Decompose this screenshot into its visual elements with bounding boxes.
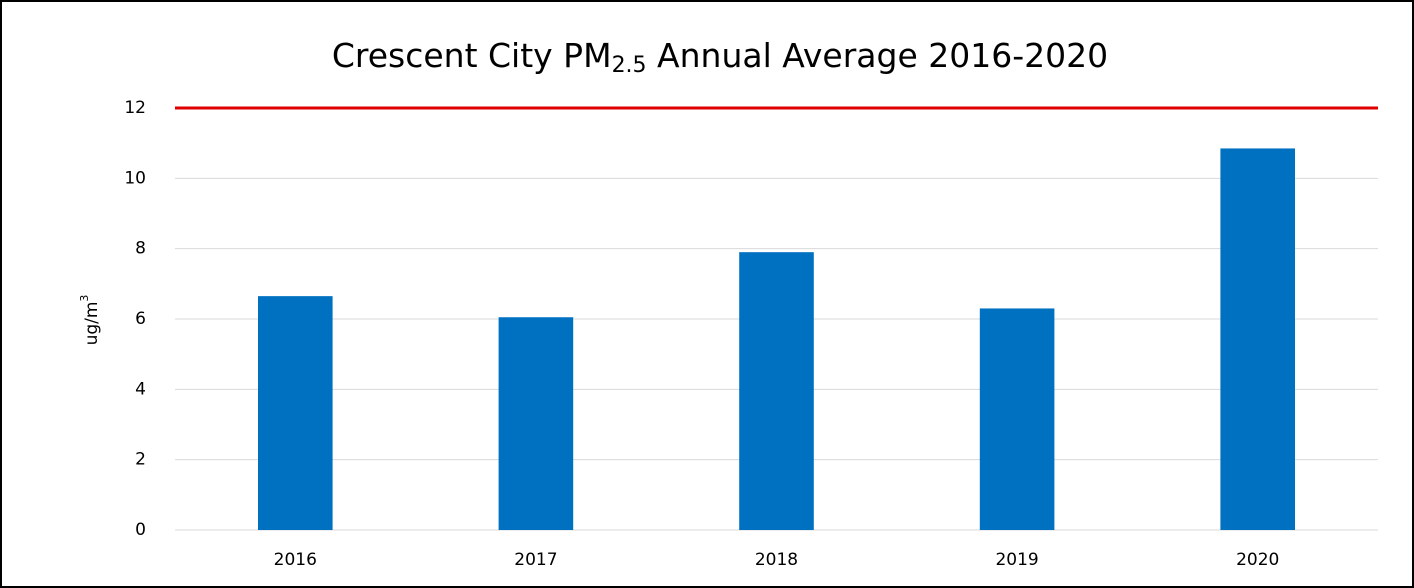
y-axis-label: ug/m3 bbox=[78, 295, 102, 346]
chart-title: Crescent City PM2.5 Annual Average 2016-… bbox=[332, 36, 1108, 79]
x-tick-label: 2020 bbox=[1236, 550, 1279, 570]
bar bbox=[498, 317, 574, 530]
y-tick-label: 8 bbox=[135, 239, 146, 259]
y-tick-label: 0 bbox=[135, 520, 146, 540]
y-tick-label: 4 bbox=[135, 379, 146, 399]
y-tick-label: 10 bbox=[124, 168, 146, 188]
title-main: Crescent City PM bbox=[332, 36, 612, 75]
x-tick-label: 2017 bbox=[514, 550, 557, 570]
bar bbox=[739, 252, 814, 530]
bar bbox=[258, 296, 333, 530]
y-tick-label: 12 bbox=[124, 98, 146, 118]
y-tick-label: 2 bbox=[135, 450, 146, 470]
bar bbox=[979, 308, 1055, 530]
title-rest: Annual Average 2016-2020 bbox=[647, 36, 1109, 75]
y-label-main: ug/m bbox=[82, 302, 102, 346]
x-tick-label: 2016 bbox=[274, 550, 317, 570]
y-label-superscript: 3 bbox=[78, 295, 91, 302]
x-tick-label: 2018 bbox=[755, 550, 798, 570]
y-tick-label: 6 bbox=[135, 309, 146, 329]
x-tick-label: 2019 bbox=[995, 550, 1038, 570]
bar bbox=[1220, 148, 1295, 531]
title-subscript: 2.5 bbox=[612, 53, 647, 78]
